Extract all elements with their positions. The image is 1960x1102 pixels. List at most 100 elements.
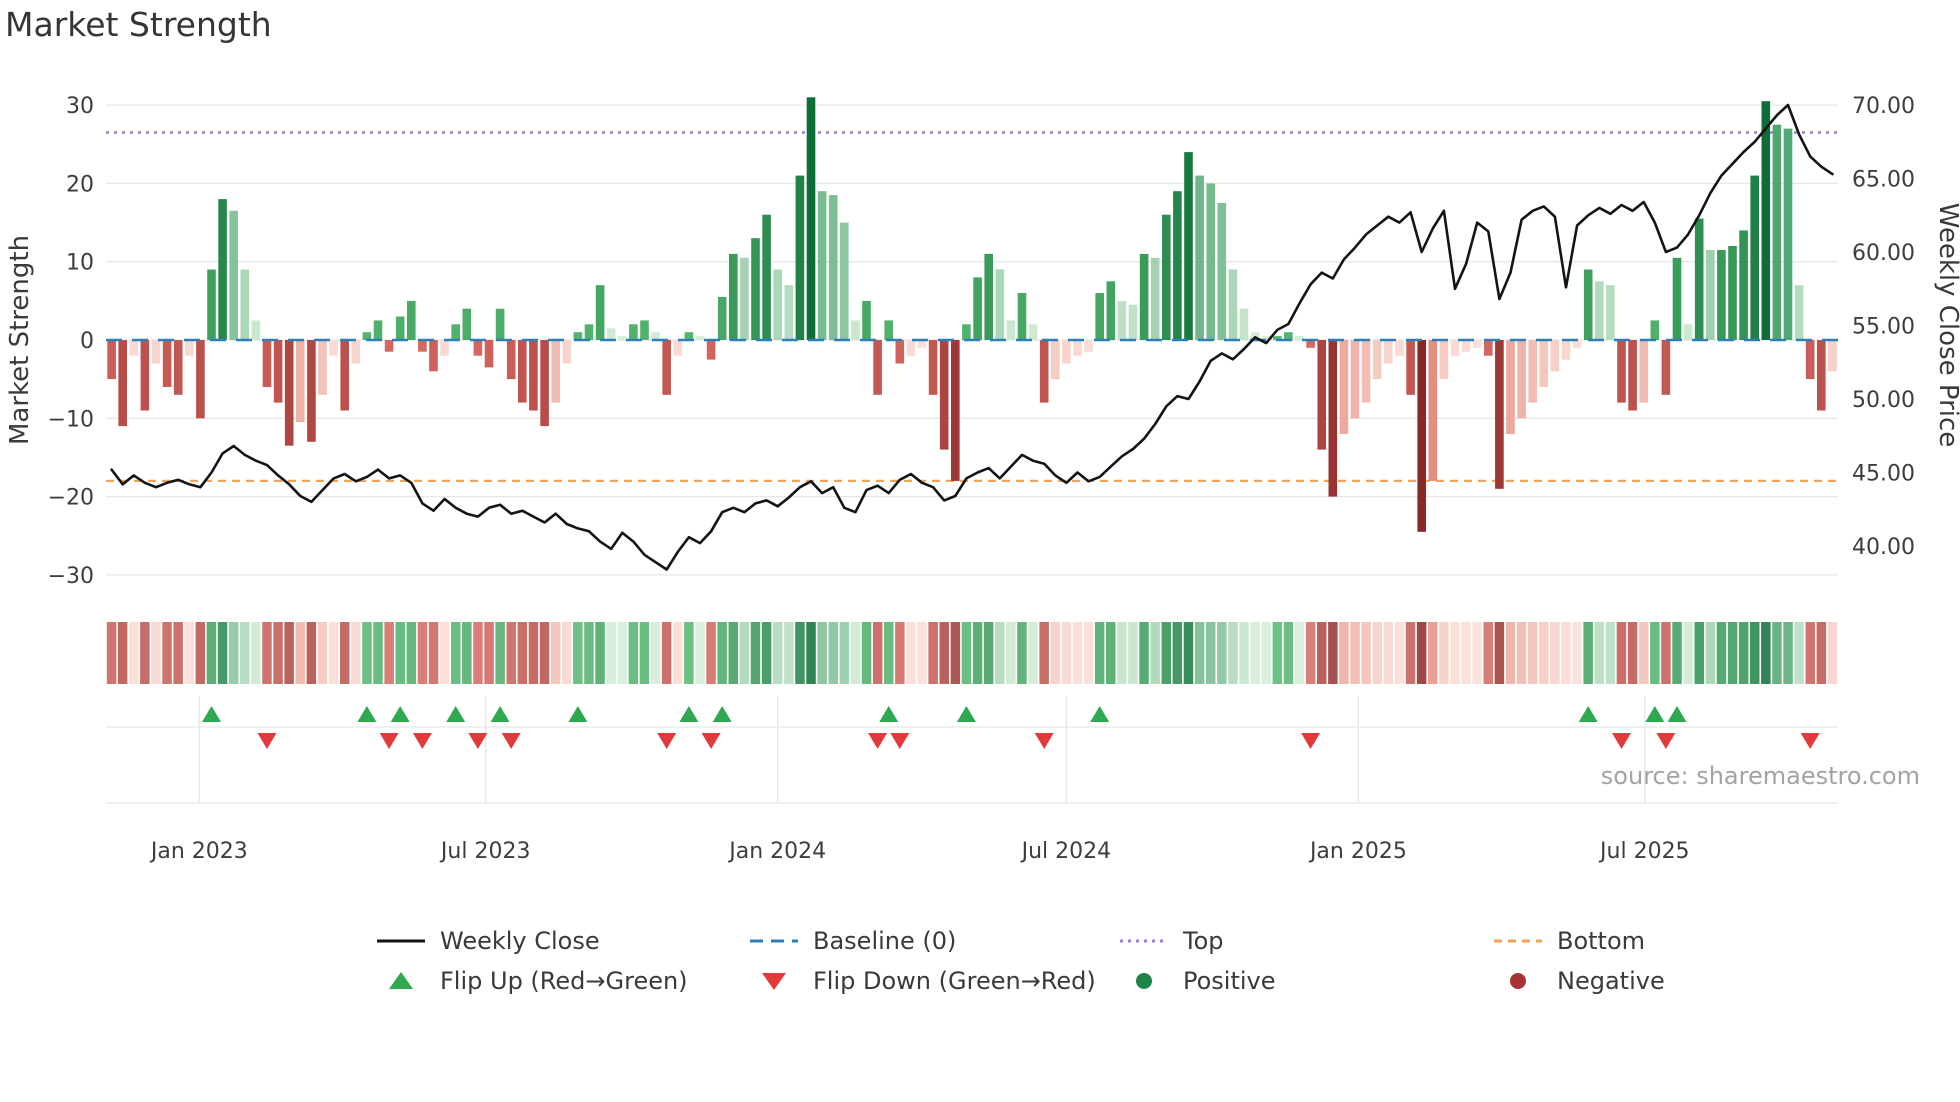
heatmap-cell	[1361, 622, 1371, 684]
strength-bar	[440, 340, 449, 356]
strength-bar	[1472, 340, 1482, 348]
strength-bar	[407, 300, 416, 340]
heatmap-cell	[606, 622, 616, 684]
right-tick-label: 60.00	[1852, 241, 1915, 266]
strength-bar	[218, 199, 227, 340]
heatmap-cell	[1550, 622, 1560, 684]
heatmap-cell	[1239, 622, 1249, 684]
heatmap-cell	[750, 622, 761, 684]
heatmap-cell	[872, 622, 883, 684]
heatmap-cell	[1772, 622, 1782, 684]
weekly-close-line-swatch	[377, 939, 425, 943]
left-tick-label: 20	[66, 172, 94, 197]
strength-bar	[1062, 340, 1071, 364]
heatmap-cell	[206, 622, 217, 684]
strength-bar	[318, 340, 327, 395]
heatmap-cell	[739, 622, 750, 684]
heatmap-cell	[1683, 622, 1693, 684]
heatmap-cell	[761, 622, 772, 684]
strength-bar	[817, 191, 827, 340]
strength-bar	[862, 300, 871, 340]
strength-bar	[506, 340, 516, 380]
strength-bar	[1805, 340, 1815, 380]
strength-bar	[1817, 340, 1826, 411]
strength-bar	[606, 328, 616, 340]
heatmap-cell	[983, 622, 994, 684]
legend-label-baseline: Baseline (0)	[813, 927, 957, 955]
left-tick-label: 0	[80, 329, 94, 354]
strength-bar	[1239, 308, 1249, 340]
flip-down-marker	[868, 733, 888, 749]
strength-bar	[562, 340, 572, 364]
heatmap-cell	[1783, 622, 1793, 684]
heatmap-cell	[539, 622, 550, 684]
heatmap-cell	[1816, 622, 1827, 684]
heatmap-cell	[439, 622, 450, 684]
heatmap-cell	[1039, 622, 1049, 684]
strength-bar	[540, 340, 549, 427]
strength-bar	[1639, 340, 1648, 403]
flip-down-marker	[1301, 733, 1321, 749]
heatmap-cell	[828, 622, 838, 684]
strength-bar	[1372, 340, 1382, 380]
heatmap-cell	[1616, 622, 1627, 684]
strength-bar	[984, 253, 993, 340]
heatmap-cell	[1594, 622, 1604, 684]
legend-label-positive: Positive	[1183, 967, 1276, 995]
heatmap-cell	[1261, 622, 1271, 684]
flip-up-marker	[679, 706, 699, 722]
heatmap-cell	[373, 622, 383, 684]
flip-up-marker	[202, 706, 221, 722]
heatmap-cell	[884, 622, 894, 684]
baseline-line-swatch	[750, 939, 798, 943]
strength-bar	[1039, 340, 1049, 403]
heatmap-cell	[573, 622, 583, 684]
left-tick-label: −10	[48, 407, 94, 432]
heatmap-cell	[1383, 622, 1394, 684]
flip-up-marker	[490, 706, 510, 722]
heatmap-cell	[706, 622, 716, 684]
flip-down-triangle-icon	[762, 973, 786, 990]
x-tick-label: Jul 2023	[439, 839, 531, 864]
x-tick-label: Jan 2024	[727, 839, 826, 864]
strength-bar	[240, 269, 250, 340]
legend-label-bottom: Bottom	[1557, 927, 1646, 955]
right-tick-label: 55.00	[1852, 315, 1915, 340]
strength-bar	[1361, 340, 1371, 403]
flip-down-marker	[657, 733, 677, 749]
heatmap-cell	[151, 622, 161, 684]
flip-down-marker	[379, 733, 399, 749]
source-credit: source: sharemaestro.com	[1600, 762, 1920, 790]
strength-bar	[695, 336, 705, 340]
strength-bar	[1439, 340, 1449, 380]
left-tick-label: 30	[66, 94, 94, 119]
heatmap-cell	[1405, 622, 1416, 684]
heatmap-cell	[129, 622, 139, 684]
heatmap-cell	[1372, 622, 1382, 684]
strength-bar	[895, 340, 905, 364]
heatmap-cell	[362, 622, 372, 684]
heatmap-cell	[928, 622, 938, 684]
heatmap-cell	[1328, 622, 1338, 684]
legend-label-weekly-close: Weekly Close	[440, 927, 600, 955]
strength-bar	[1628, 340, 1637, 411]
heatmap-cell	[428, 622, 439, 684]
flip-up-marker	[712, 706, 732, 722]
strength-bar	[1028, 324, 1038, 340]
heatmap-cell	[1117, 622, 1127, 684]
heatmap-cell	[1106, 622, 1116, 684]
heatmap-cell	[484, 622, 494, 684]
flip-up-marker	[390, 706, 410, 722]
heatmap-cell	[1605, 622, 1616, 684]
flip-down-marker	[501, 733, 521, 749]
flip-up-marker	[1090, 706, 1110, 722]
heatmap-cell	[784, 622, 794, 684]
strength-bar	[307, 340, 316, 442]
heatmap-cell	[1627, 622, 1638, 684]
flip-up-marker	[357, 706, 377, 722]
strength-bar	[1162, 214, 1171, 340]
heatmap-cell	[617, 622, 627, 684]
heatmap-cell	[1650, 622, 1660, 684]
heatmap-cell	[384, 622, 394, 684]
right-tick-label: 40.00	[1852, 535, 1915, 560]
